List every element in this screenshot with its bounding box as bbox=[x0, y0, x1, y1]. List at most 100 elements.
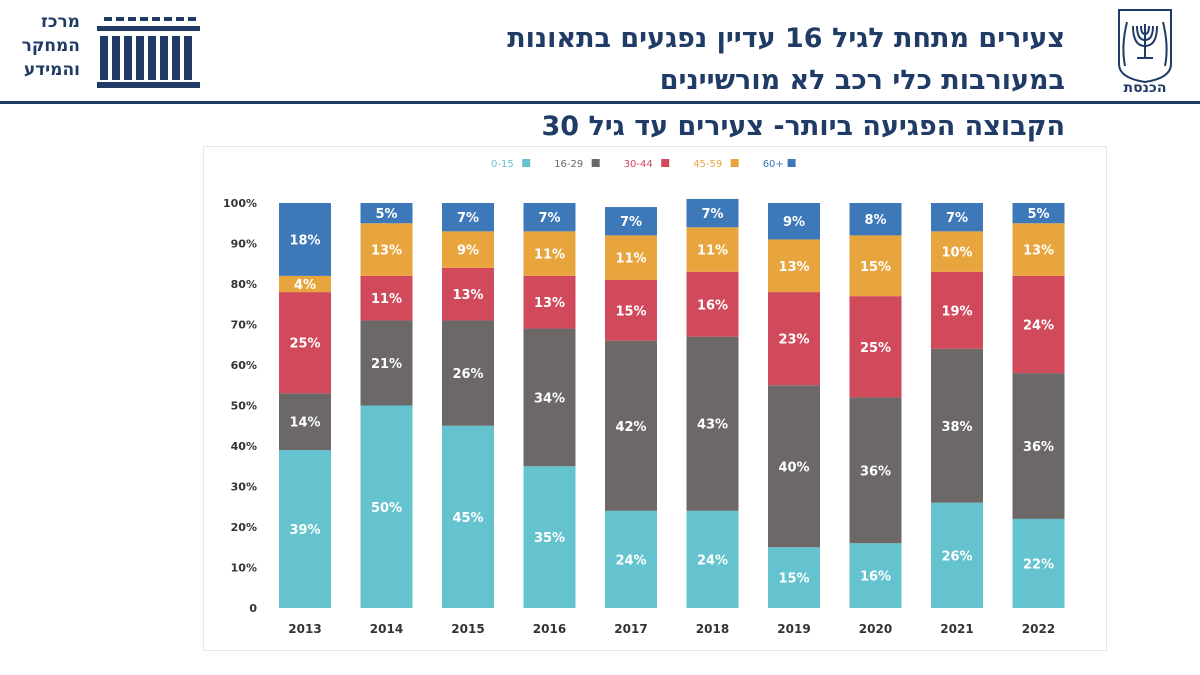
x-tick-label: 2015 bbox=[451, 622, 484, 636]
x-tick-label: 2013 bbox=[288, 622, 321, 636]
page-title-line-1: צעירים מתחת לגיל 16 עדיין נפגעים בתאונות bbox=[507, 23, 1065, 54]
bar-segment bbox=[605, 340, 657, 511]
data-label: 9% bbox=[457, 244, 479, 259]
bar-segment bbox=[1012, 275, 1065, 374]
bar-segment bbox=[442, 203, 494, 232]
bar-segment bbox=[849, 203, 902, 236]
logo-left-line-2: המחקר bbox=[21, 36, 80, 56]
bar-segment bbox=[849, 397, 902, 544]
bar-segment bbox=[1012, 373, 1065, 519]
y-tick-label: 0 bbox=[249, 602, 257, 615]
x-tick-label: 2017 bbox=[614, 622, 647, 636]
bar-segment bbox=[931, 348, 983, 503]
x-tick-label: 2016 bbox=[533, 622, 566, 636]
data-label: 8% bbox=[864, 213, 886, 228]
y-tick-label: 20% bbox=[231, 521, 257, 534]
x-tick-label: 2022 bbox=[1022, 622, 1055, 636]
bar-segment bbox=[686, 510, 739, 608]
data-label: 9% bbox=[783, 215, 805, 230]
data-label: 36% bbox=[1023, 440, 1054, 455]
data-label: 13% bbox=[371, 244, 402, 259]
legend-swatch bbox=[730, 159, 739, 167]
y-tick-label: 60% bbox=[231, 359, 257, 372]
data-label: 22% bbox=[1023, 557, 1054, 572]
building-icon bbox=[97, 17, 200, 88]
legend-label: 60+ bbox=[763, 159, 784, 170]
x-tick-label: 2020 bbox=[859, 622, 892, 636]
legend-label: 0-15 bbox=[491, 159, 514, 170]
data-label: 11% bbox=[697, 244, 728, 259]
data-label: 26% bbox=[941, 549, 972, 564]
page-title-line-2: במעורבות כלי רכב לא מורשיינים bbox=[659, 65, 1065, 96]
data-label: 16% bbox=[697, 298, 728, 313]
bar-segment bbox=[1012, 223, 1065, 276]
bar-segment bbox=[931, 502, 983, 608]
bar-segment bbox=[360, 405, 413, 608]
data-label: 10% bbox=[941, 246, 972, 261]
bar-segment bbox=[931, 203, 983, 232]
bar-segment bbox=[849, 235, 902, 297]
bar-segment bbox=[768, 239, 820, 293]
data-label: 24% bbox=[1023, 319, 1054, 334]
bar-segment bbox=[931, 231, 983, 272]
data-label: 13% bbox=[778, 260, 809, 275]
bar-segment bbox=[686, 271, 739, 337]
x-tick-label: 2021 bbox=[940, 622, 973, 636]
bar-segment bbox=[523, 328, 576, 467]
data-label: 11% bbox=[371, 292, 402, 307]
bar-segment bbox=[686, 227, 739, 272]
bar-segment bbox=[686, 198, 739, 228]
bar-segment bbox=[768, 547, 820, 608]
data-label: 14% bbox=[289, 416, 320, 431]
bar-segment bbox=[523, 203, 576, 232]
data-label: 7% bbox=[457, 211, 479, 226]
data-label: 23% bbox=[778, 333, 809, 348]
bar-segment bbox=[523, 231, 576, 276]
bar-segment bbox=[279, 450, 331, 608]
bar-segment bbox=[279, 203, 331, 276]
data-label: 11% bbox=[534, 248, 565, 263]
bar-segment bbox=[523, 275, 576, 329]
data-label: 18% bbox=[289, 233, 320, 248]
x-tick-label: 2018 bbox=[696, 622, 729, 636]
data-label: 36% bbox=[860, 464, 891, 479]
bar-segment bbox=[442, 267, 494, 321]
menorah-emblem-icon bbox=[1118, 9, 1172, 84]
data-label: 5% bbox=[1027, 207, 1049, 222]
data-label: 39% bbox=[289, 523, 320, 538]
data-label: 24% bbox=[697, 553, 728, 568]
bar-segment bbox=[605, 235, 657, 280]
bar-segment bbox=[1012, 518, 1065, 608]
bar-segment bbox=[686, 336, 739, 511]
legend-label: 16-29 bbox=[554, 159, 583, 170]
data-label: 19% bbox=[941, 304, 972, 319]
data-label: 38% bbox=[941, 420, 972, 435]
bar-segment bbox=[605, 207, 657, 236]
y-tick-label: 100% bbox=[223, 197, 257, 210]
data-label: 25% bbox=[289, 337, 320, 352]
bar-segment bbox=[849, 543, 902, 608]
data-label: 7% bbox=[946, 211, 968, 226]
data-label: 34% bbox=[534, 391, 565, 406]
bar-segment bbox=[523, 466, 576, 608]
bar-segment bbox=[360, 203, 413, 224]
bar-segment bbox=[360, 275, 413, 321]
x-tick-label: 2014 bbox=[370, 622, 403, 636]
bar-segment bbox=[442, 231, 494, 268]
data-label: 25% bbox=[860, 341, 891, 356]
y-tick-label: 70% bbox=[231, 319, 257, 332]
legend-label: 30-44 bbox=[624, 159, 653, 170]
y-tick-label: 90% bbox=[231, 238, 257, 251]
bar-segment bbox=[360, 223, 413, 276]
data-label: 40% bbox=[778, 460, 809, 475]
y-tick-label: 80% bbox=[231, 278, 257, 291]
bar-segment bbox=[442, 425, 494, 608]
bar-segment bbox=[605, 510, 657, 608]
legend-swatch bbox=[522, 159, 531, 167]
bar-segment bbox=[931, 271, 983, 349]
legend-swatch bbox=[591, 159, 600, 167]
data-label: 5% bbox=[375, 207, 397, 222]
data-label: 26% bbox=[452, 367, 483, 382]
y-tick-label: 40% bbox=[231, 440, 257, 453]
bar-segment bbox=[1012, 203, 1065, 224]
